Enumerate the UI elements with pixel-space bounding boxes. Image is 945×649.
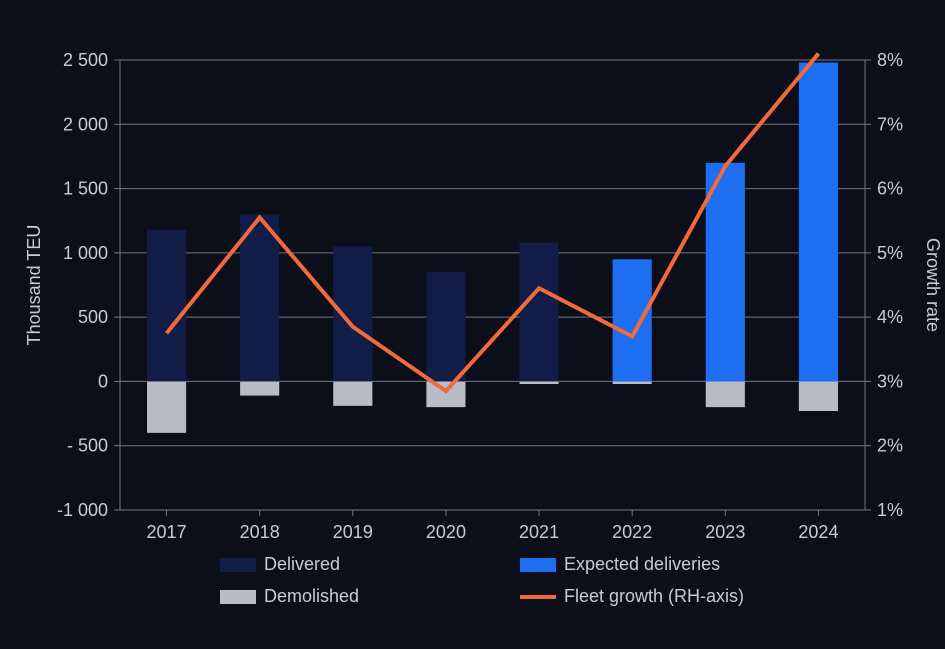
expected-bar <box>706 163 745 382</box>
y-right-tick-label: 5% <box>877 243 903 263</box>
x-tick-label: 2019 <box>333 522 373 542</box>
y-left-tick-label: 1 000 <box>63 243 108 263</box>
x-tick-label: 2024 <box>798 522 838 542</box>
y-left-tick-label: 2 000 <box>63 114 108 134</box>
demolished-bar <box>706 381 745 407</box>
y-right-tick-label: 7% <box>877 114 903 134</box>
y-right-tick-label: 6% <box>877 179 903 199</box>
demolished-bar <box>799 381 838 411</box>
demolished-bar <box>426 381 465 407</box>
y-right-tick-label: 8% <box>877 50 903 70</box>
demolished-bar <box>147 381 186 432</box>
y-left-tick-label: 2 500 <box>63 50 108 70</box>
y-right-title: Growth rate <box>923 238 943 332</box>
delivered-bar <box>240 214 279 381</box>
delivered-bar <box>426 272 465 381</box>
legend-swatch-demolished <box>220 590 256 604</box>
x-tick-label: 2017 <box>147 522 187 542</box>
delivered-bar <box>520 243 559 382</box>
y-right-tick-label: 4% <box>877 307 903 327</box>
y-left-tick-label: - 500 <box>67 436 108 456</box>
demolished-bar <box>520 381 559 384</box>
y-right-tick-label: 2% <box>877 436 903 456</box>
legend-label-demolished: Demolished <box>264 586 359 606</box>
y-left-tick-label: 1 500 <box>63 179 108 199</box>
x-tick-label: 2022 <box>612 522 652 542</box>
legend-swatch-delivered <box>220 558 256 572</box>
legend-label-fleet_growth: Fleet growth (RH-axis) <box>564 586 744 606</box>
fleet-chart: -1 000 - 500 0 500 1 000 1 500 2 000 2 500 1% 2% 3… <box>0 0 945 649</box>
y-right-tick-label: 3% <box>877 371 903 391</box>
y-left-tick-label: -1 000 <box>57 500 108 520</box>
legend-label-delivered: Delivered <box>264 554 340 574</box>
x-tick-label: 2023 <box>705 522 745 542</box>
chart-svg: -1 000 - 500 0 500 1 000 1 500 2 000 2 500 1% 2% 3… <box>0 0 945 649</box>
legend-label-expected: Expected deliveries <box>564 554 720 574</box>
delivered-bar <box>333 246 372 381</box>
x-tick-label: 2018 <box>240 522 280 542</box>
demolished-bar <box>240 381 279 395</box>
x-tick-label: 2021 <box>519 522 559 542</box>
expected-bar <box>613 259 652 381</box>
expected-bar <box>799 63 838 382</box>
y-left-title: Thousand TEU <box>24 225 44 346</box>
delivered-bar <box>147 230 186 382</box>
x-tick-label: 2020 <box>426 522 466 542</box>
y-left-tick-label: 500 <box>78 307 108 327</box>
y-left-tick-label: 0 <box>98 371 108 391</box>
demolished-bar <box>613 381 652 384</box>
demolished-bar <box>333 381 372 405</box>
legend-swatch-expected <box>520 558 556 572</box>
y-right-tick-label: 1% <box>877 500 903 520</box>
